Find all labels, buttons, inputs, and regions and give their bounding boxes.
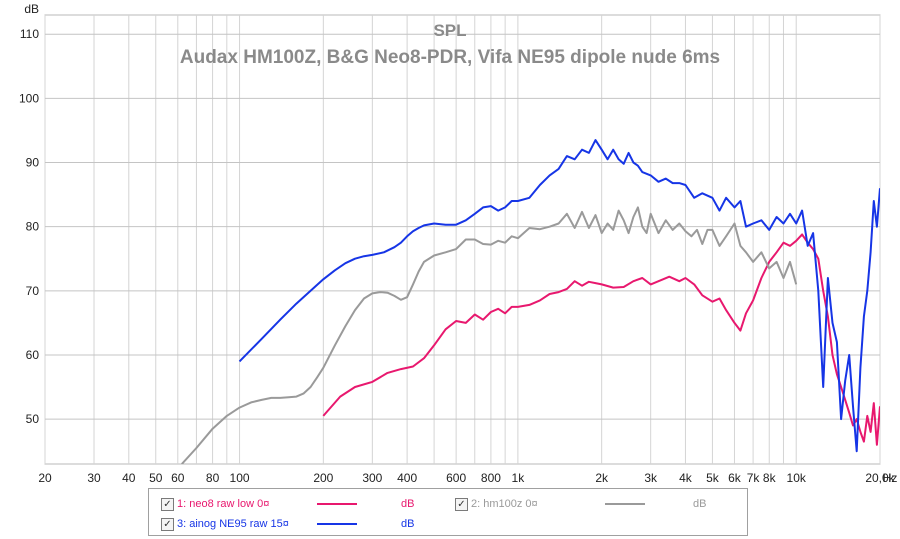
legend-checkbox-neo8[interactable]: ✓ xyxy=(161,498,174,511)
legend-label-hm100z: 2: hm100z 0¤ xyxy=(471,498,538,510)
x-tick-label: 30 xyxy=(87,471,101,485)
chart-subtitle: Audax HM100Z, B&G Neo8-PDR, Vifa NE95 di… xyxy=(180,47,720,68)
legend-label-ne95: 3: ainog NE95 raw 15¤ xyxy=(177,518,289,530)
y-tick-label: 60 xyxy=(26,348,40,362)
legend-swatch-ne95 xyxy=(317,523,357,525)
x-tick-label: 20,0k xyxy=(865,471,895,485)
y-axis-unit-label: dB xyxy=(24,2,39,16)
x-tick-label: 800 xyxy=(481,471,501,485)
x-tick-label: 7k xyxy=(747,471,761,485)
x-tick-label: 2k xyxy=(595,471,609,485)
x-tick-label: 60 xyxy=(171,471,185,485)
x-tick-label: 300 xyxy=(362,471,382,485)
x-tick-label: 4k xyxy=(679,471,693,485)
y-tick-label: 80 xyxy=(26,220,40,234)
x-tick-label: 50 xyxy=(149,471,163,485)
x-tick-label: 8k xyxy=(763,471,777,485)
x-tick-label: 200 xyxy=(313,471,333,485)
x-axis-unit-label: Hz xyxy=(883,471,898,485)
x-tick-label: 400 xyxy=(397,471,417,485)
legend-swatch-hm100z xyxy=(605,503,645,505)
x-tick-label: 5k xyxy=(706,471,720,485)
legend: ✓ 1: neo8 raw low 0¤ dB ✓ 2: hm100z 0¤ d… xyxy=(148,488,748,536)
legend-unit-hm100z: dB xyxy=(693,498,707,510)
legend-checkbox-hm100z[interactable]: ✓ xyxy=(455,498,468,511)
x-tick-label: 80 xyxy=(206,471,220,485)
x-tick-label: 3k xyxy=(644,471,658,485)
y-tick-label: 90 xyxy=(26,156,40,170)
series-layer xyxy=(181,139,880,464)
y-tick-label: 100 xyxy=(19,91,39,105)
tick-layer: 20 30 40 50 60 80 100 200 300 400 600 800 1k 2k 3k 4k 5k… xyxy=(19,27,896,485)
grid-layer xyxy=(44,15,881,464)
x-tick-label: 6k xyxy=(728,471,742,485)
legend-unit-neo8: dB xyxy=(401,498,415,510)
y-tick-label: 110 xyxy=(20,27,39,41)
x-tick-label: 10k xyxy=(787,471,807,485)
x-tick-label: 20 xyxy=(38,471,52,485)
x-tick-label: 40 xyxy=(122,471,136,485)
legend-unit-ne95: dB xyxy=(401,518,415,530)
legend-swatch-neo8 xyxy=(317,503,357,505)
plot-frame xyxy=(44,14,881,465)
chart-title: SPL xyxy=(433,21,466,40)
series-line-1 xyxy=(322,233,880,446)
y-tick-label: 70 xyxy=(26,284,40,298)
x-tick-label: 100 xyxy=(230,471,250,485)
legend-label-neo8: 1: neo8 raw low 0¤ xyxy=(177,498,270,510)
x-tick-label: 1k xyxy=(512,471,526,485)
series-line-3 xyxy=(238,139,880,453)
y-tick-label: 50 xyxy=(26,412,40,426)
series-line-2 xyxy=(181,206,798,464)
x-tick-label: 600 xyxy=(446,471,466,485)
legend-checkbox-ne95[interactable]: ✓ xyxy=(161,518,174,531)
